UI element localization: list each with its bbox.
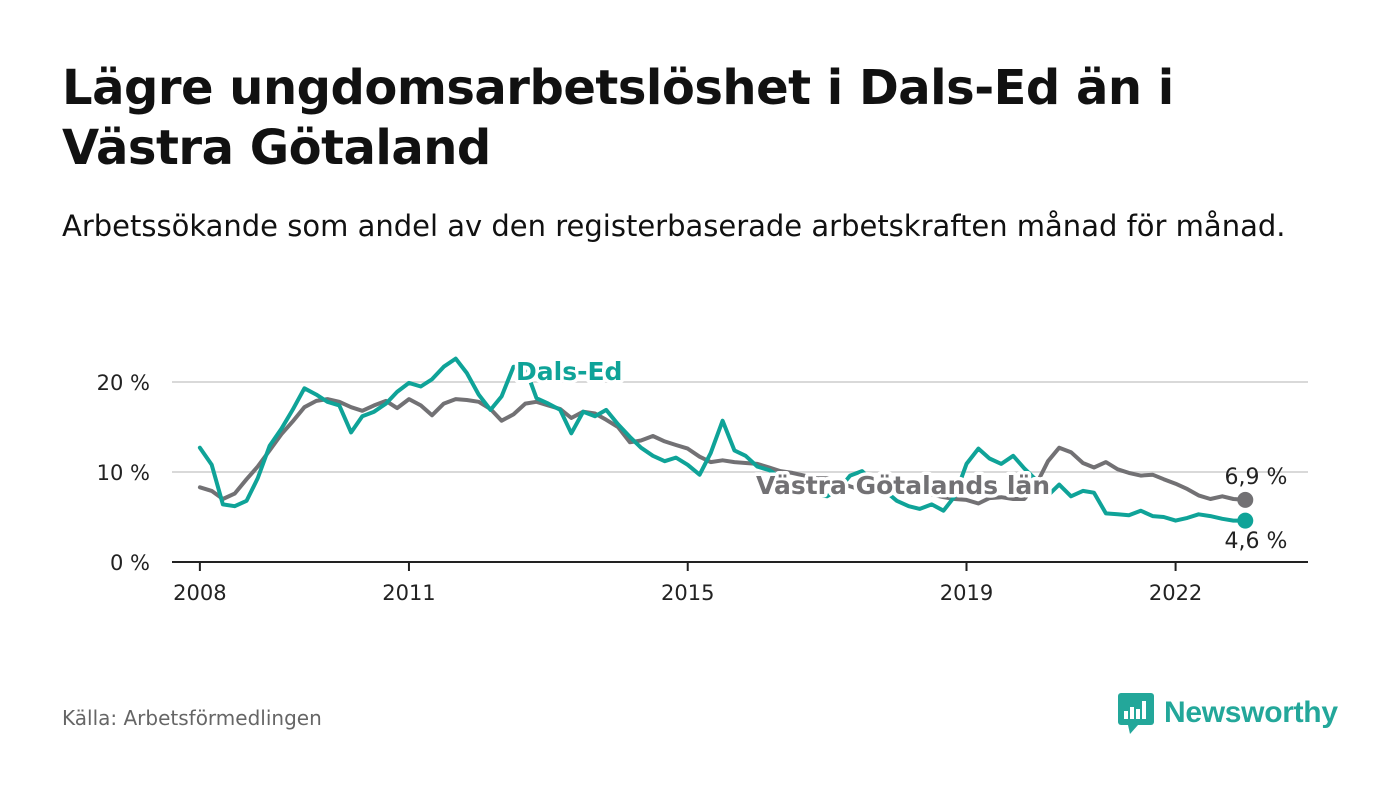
series-labels: Dals-Ed Västra Götalands län 6,9 % 4,6 %: [513, 354, 1288, 555]
series-end-point: [1237, 512, 1254, 529]
series-lines: [197, 356, 1254, 529]
series-line-vastra-gotalands-lan: [197, 397, 1248, 506]
series-line-dals-ed: [197, 356, 1248, 523]
x-tick-label: 2008: [173, 581, 226, 605]
newsworthy-logo-icon: [1118, 693, 1154, 734]
gridlines: [172, 381, 1308, 473]
series-label-dals-ed: Dals-Ed: [516, 357, 622, 386]
x-tick-label: 2011: [382, 581, 435, 605]
end-value-label: 6,9 %: [1225, 465, 1288, 490]
series-label-vastra-gotalands-lan: Västra Götalands län: [756, 471, 1050, 500]
x-tick-label: 2022: [1149, 581, 1202, 605]
y-tick-label: 10 %: [97, 461, 150, 485]
chart-subtitle: Arbetssökande som andel av den registerb…: [62, 209, 1286, 243]
source-note: Källa: Arbetsförmedlingen: [62, 706, 322, 730]
x-tick-label: 2015: [661, 581, 714, 605]
series-end-point: [1237, 491, 1254, 508]
y-tick-label: 20 %: [97, 371, 150, 395]
x-tick-label: 2019: [940, 581, 993, 605]
brand-name: Newsworthy: [1164, 696, 1338, 729]
axes: 0 % 10 % 20 % 2008 2011 2015 2019 2022: [97, 371, 1308, 605]
end-value-label: 4,6 %: [1225, 529, 1288, 554]
y-tick-label: 0 %: [110, 551, 150, 575]
chart-title: Lägre ungdomsarbetslöshet i Dals-Ed än i…: [62, 60, 1174, 176]
brand-logo[interactable]: Newsworthy: [1118, 690, 1338, 736]
line-chart: 0 % 10 % 20 % 2008 2011 2015 2019 2022 Dals-Ed V…: [97, 354, 1308, 605]
